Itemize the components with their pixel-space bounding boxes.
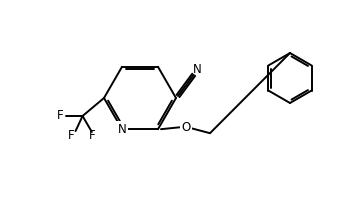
Text: N: N xyxy=(193,63,202,76)
Text: O: O xyxy=(181,121,190,134)
Text: F: F xyxy=(68,129,75,142)
Text: F: F xyxy=(89,129,95,142)
Text: F: F xyxy=(57,110,64,123)
Text: N: N xyxy=(117,123,126,136)
